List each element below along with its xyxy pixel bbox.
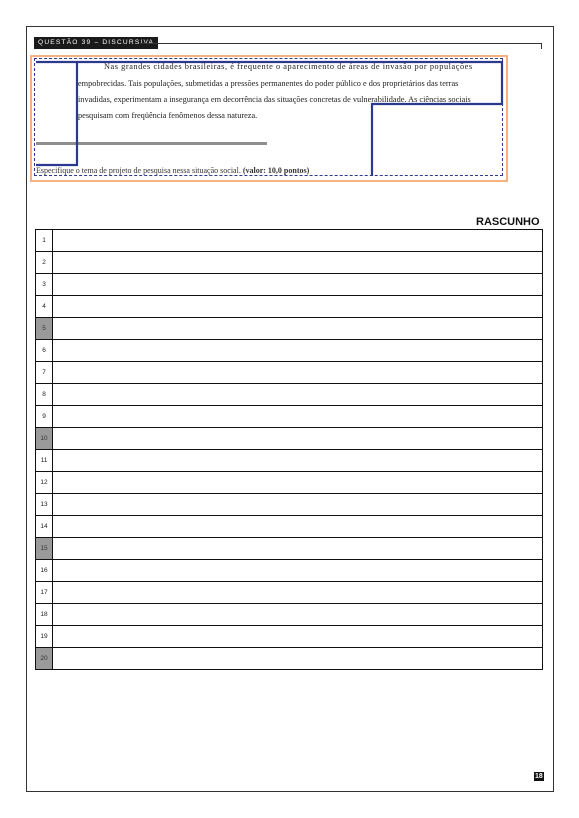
- draft-line-row[interactable]: 3: [35, 274, 543, 296]
- draft-line-row[interactable]: 14: [35, 516, 543, 538]
- line-number: 18: [36, 604, 53, 625]
- line-number: 16: [36, 560, 53, 581]
- draft-line-row[interactable]: 11: [35, 450, 543, 472]
- draft-line-row[interactable]: 10: [35, 428, 543, 450]
- line-number: 7: [36, 362, 53, 383]
- line-number: 9: [36, 406, 53, 427]
- draft-line-row[interactable]: 2: [35, 252, 543, 274]
- draft-line-row[interactable]: 4: [35, 296, 543, 318]
- draft-line-row[interactable]: 17: [35, 582, 543, 604]
- header-rule-tick: [541, 43, 542, 49]
- line-number: 1: [36, 230, 53, 251]
- draft-line-row[interactable]: 13: [35, 494, 543, 516]
- draft-line-row[interactable]: 1: [35, 229, 543, 252]
- text-line-1: Nas grandes cidades brasileiras, é frequ…: [104, 62, 473, 71]
- selection-bounding-box[interactable]: [34, 58, 503, 176]
- header-rule: [140, 43, 542, 44]
- line-number: 13: [36, 494, 53, 515]
- line-number: 5: [36, 318, 53, 339]
- draft-line-row[interactable]: 5: [35, 318, 543, 340]
- line-number: 12: [36, 472, 53, 493]
- page-frame: [26, 26, 554, 792]
- line-number: 10: [36, 428, 53, 449]
- question-tag: QUESTÃO 39 – DISCURSIVA: [34, 37, 159, 49]
- draft-line-row[interactable]: 12: [35, 472, 543, 494]
- line-number: 4: [36, 296, 53, 317]
- draft-title: RASCUNHO: [476, 216, 540, 228]
- draft-line-row[interactable]: 18: [35, 604, 543, 626]
- draft-line-row[interactable]: 19: [35, 626, 543, 648]
- draft-line-row[interactable]: 8: [35, 384, 543, 406]
- draft-line-row[interactable]: 7: [35, 362, 543, 384]
- task-statement: Especifique o tema de projeto de pesquis…: [36, 166, 309, 175]
- line-number: 14: [36, 516, 53, 537]
- draft-line-row[interactable]: 9: [35, 406, 543, 428]
- task-text: Especifique o tema de projeto de pesquis…: [36, 166, 241, 175]
- task-value: (valor: 10,0 pontos): [242, 166, 310, 175]
- line-number: 6: [36, 340, 53, 361]
- text-line-3: invadidas, experimentam a insegurança em…: [78, 95, 471, 104]
- draft-line-row[interactable]: 6: [35, 340, 543, 362]
- line-number: 20: [36, 648, 53, 669]
- line-number: 11: [36, 450, 53, 471]
- line-number: 15: [36, 538, 53, 559]
- draft-line-row[interactable]: 15: [35, 538, 543, 560]
- page-number: 18: [534, 772, 544, 781]
- separator-line: [36, 142, 267, 145]
- draft-line-row[interactable]: 16: [35, 560, 543, 582]
- line-number: 19: [36, 626, 53, 647]
- text-line-2: empobrecidas. Tais populações, submetida…: [78, 79, 459, 88]
- line-number: 2: [36, 252, 53, 273]
- draft-lines-table: 1 2 3 4 5 6 7 8 9 10 11 12 13 14 15 16 17 18 19 20: [35, 229, 543, 670]
- highlighted-region[interactable]: [30, 55, 508, 182]
- draft-line-row[interactable]: 20: [35, 648, 543, 670]
- text-line-4: pesquisam com freqüência fenômenos dessa…: [78, 111, 258, 120]
- line-number: 8: [36, 384, 53, 405]
- line-number: 3: [36, 274, 53, 295]
- line-number: 17: [36, 582, 53, 603]
